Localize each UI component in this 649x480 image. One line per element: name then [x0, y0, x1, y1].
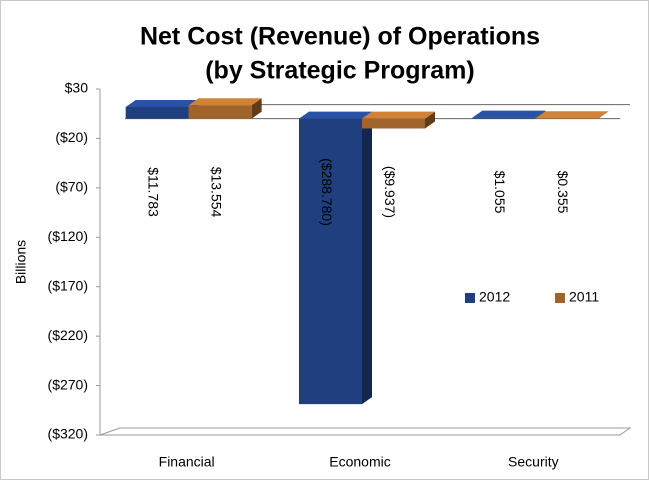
- bar-front: [472, 117, 536, 119]
- bar-front: [362, 118, 425, 129]
- legend-label: 2011: [569, 289, 599, 305]
- legend-label: 2012: [479, 289, 510, 305]
- bar-top: [188, 98, 262, 106]
- data-label: $1.055: [492, 171, 508, 214]
- data-label: $13.554: [208, 167, 224, 218]
- bar-top: [472, 110, 546, 118]
- bar: [472, 110, 546, 119]
- y-tick-label: ($170): [48, 277, 88, 293]
- bar-front: [125, 107, 189, 119]
- floor: [99, 427, 632, 436]
- bar-side: [251, 98, 262, 119]
- data-label: $0.355: [555, 171, 571, 214]
- bar-top: [535, 111, 609, 119]
- legend-swatch: [465, 293, 475, 303]
- chart-title: (by Strategic Program): [205, 57, 475, 85]
- data-label: ($9.937): [382, 166, 398, 218]
- y-tick-label: $30: [65, 80, 89, 96]
- bar: [535, 111, 609, 119]
- bar: [188, 98, 262, 119]
- x-tick-label: Economic: [329, 454, 390, 470]
- bar: [125, 100, 199, 119]
- bar-side: [598, 111, 609, 119]
- bar: [299, 111, 372, 405]
- y-tick-label: ($270): [48, 376, 88, 392]
- y-tick-label: ($120): [48, 228, 88, 244]
- x-tick-label: Financial: [159, 454, 215, 470]
- data-label: $11.783: [145, 167, 161, 217]
- bar: [362, 111, 435, 129]
- bar-side: [425, 111, 435, 129]
- y-tick-label: ($220): [48, 327, 88, 343]
- bar-front: [299, 118, 362, 405]
- y-axis-label: Billions: [13, 240, 29, 284]
- legend-swatch: [555, 293, 565, 303]
- bar-side: [362, 111, 372, 405]
- y-tick-label: ($320): [48, 426, 88, 442]
- x-tick-label: Security: [508, 454, 559, 470]
- bar-top: [125, 100, 199, 108]
- y-tick-label: ($70): [55, 179, 88, 195]
- bar-top: [299, 111, 372, 119]
- bar-top: [362, 111, 435, 119]
- y-tick-label: ($20): [55, 129, 88, 145]
- bar-front: [188, 105, 252, 119]
- bar-front: [535, 118, 599, 119]
- data-label: ($288.780): [319, 158, 335, 226]
- chart-title: Net Cost (Revenue) of Operations: [140, 23, 540, 51]
